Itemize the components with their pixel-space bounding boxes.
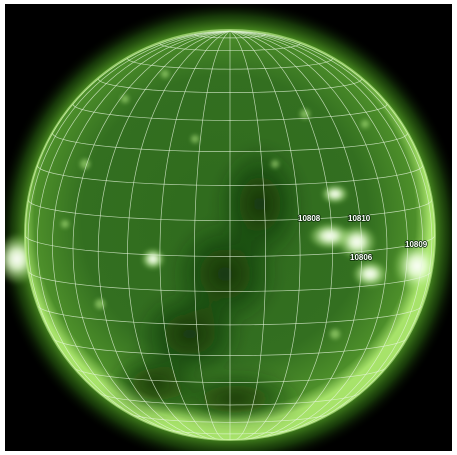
sun-svg: 10808 10810 10809 10806: [5, 4, 452, 451]
region-label-2: 10810: [348, 214, 371, 223]
region-label-1: 10808: [298, 214, 321, 223]
solar-image: 10808 10810 10809 10806: [5, 4, 452, 451]
region-label-4: 10806: [350, 253, 373, 262]
active-region-east: [141, 248, 165, 270]
region-label-3: 10809: [405, 240, 428, 249]
